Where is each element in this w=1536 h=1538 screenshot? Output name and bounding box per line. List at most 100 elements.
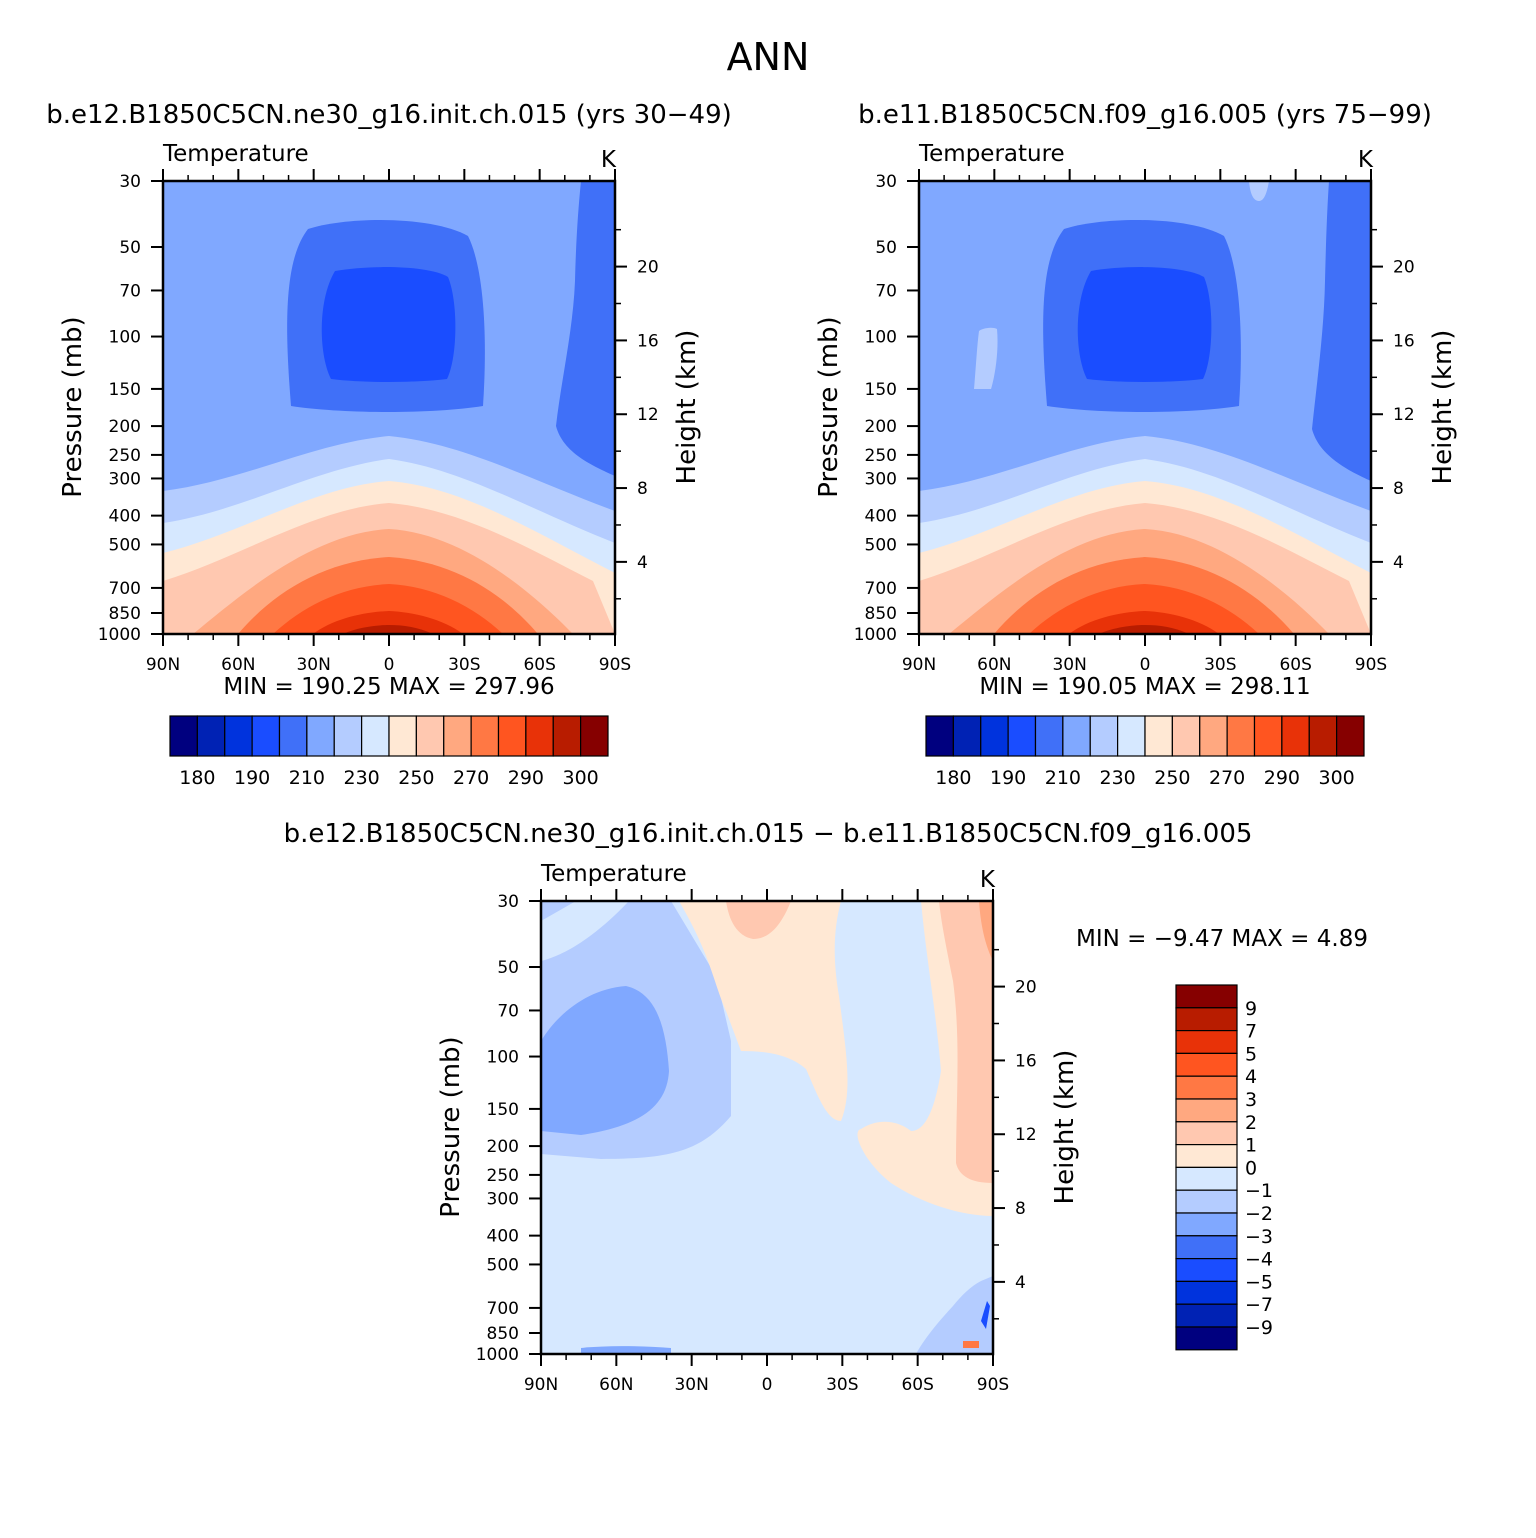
height-tick-label: 12 (1015, 1125, 1037, 1145)
panel-2-stats: MIN = 190.05 MAX = 298.11 (979, 674, 1310, 700)
pressure-tick-label: 500 (865, 535, 897, 555)
lat-tick-label: 30N (674, 1375, 708, 1395)
colorbar-swatch (278, 715, 308, 757)
colorbar-swatch (415, 715, 445, 757)
colorbar-swatch (443, 715, 472, 757)
pressure-tick-label: 150 (109, 380, 141, 400)
pressure-tick-label: 200 (487, 1137, 519, 1157)
colorbar-label: 3 (1245, 1089, 1257, 1111)
colorbar-label: 7 (1245, 1021, 1257, 1043)
panel-2-title: b.e11.B1850C5CN.f09_g16.005 (yrs 75−99) (858, 100, 1432, 130)
height-tick-label: 16 (1015, 1051, 1037, 1071)
pressure-tick-label: 850 (109, 604, 141, 624)
colorbar-swatch (361, 715, 390, 757)
pressure-tick-label: 50 (119, 238, 141, 258)
pressure-tick-label: 30 (875, 172, 897, 192)
lat-tick-label: 30N (1052, 655, 1086, 675)
colorbar-swatch (251, 715, 281, 757)
lat-tick-label: 60S (901, 1375, 933, 1395)
pressure-tick-label: 700 (487, 1299, 519, 1319)
lat-tick-label: 0 (1140, 655, 1151, 675)
panel-2-units-label: K (1358, 147, 1374, 173)
colorbar-swatch (1175, 1280, 1238, 1305)
panel-3-ylabel: Pressure (mb) (436, 1036, 466, 1217)
colorbar-label: 2 (1245, 1112, 1257, 1134)
lat-tick-label: 30S (826, 1375, 858, 1395)
contour-band (1069, 611, 1219, 634)
panel-3-title: b.e12.B1850C5CN.ne30_g16.init.ch.015 − b… (284, 819, 1253, 849)
contour-band (313, 611, 463, 634)
colorbar-swatch (552, 715, 582, 757)
pressure-tick-label: 300 (109, 469, 141, 489)
panel-1-variable-label: Temperature (162, 141, 309, 167)
colorbar-swatch (388, 715, 417, 757)
pressure-tick-label: 50 (875, 238, 897, 258)
panel-3: b.e12.B1850C5CN.ne30_g16.init.ch.015 − b… (284, 819, 1368, 1395)
contour-band (974, 327, 998, 389)
panel-1-title: b.e12.B1850C5CN.ne30_g16.init.ch.015 (yr… (46, 100, 732, 130)
contour-band (581, 1346, 671, 1354)
colorbar-label: 230 (1099, 767, 1135, 789)
panel-1-lat-ticks: 90N 60N 30N 0 30S 60S 90S (146, 169, 631, 675)
colorbar-swatch (1175, 1166, 1238, 1191)
contour-band (541, 986, 669, 1135)
colorbar-label: −1 (1245, 1180, 1273, 1202)
colorbar-label: −4 (1245, 1249, 1273, 1271)
colorbar-swatch (1171, 715, 1201, 757)
panel-3-height-ticks: 20 16 12 8 4 (993, 948, 1037, 1320)
colorbar-swatch (952, 715, 982, 757)
lat-tick-label: 0 (762, 1375, 773, 1395)
panel-3-stats: MIN = −9.47 MAX = 4.89 (1076, 926, 1368, 952)
colorbar-swatch (580, 715, 609, 757)
panel-1: b.e12.B1850C5CN.ne30_g16.init.ch.015 (yr… (46, 100, 732, 789)
colorbar-swatch (470, 715, 500, 757)
contour-band (556, 181, 615, 476)
panel-1-colorbar: 180 190 210 230 250 270 290 300 (169, 715, 609, 789)
pressure-tick-label: 700 (865, 579, 897, 599)
colorbar-swatch (169, 715, 198, 757)
panel-1-units-label: K (601, 147, 617, 173)
panel-1-y2label: Height (km) (672, 330, 702, 485)
colorbar-swatch (980, 715, 1009, 757)
colorbar-swatch (1175, 1235, 1238, 1260)
colorbar-swatch (1175, 1303, 1238, 1328)
height-tick-label: 12 (1393, 405, 1415, 425)
panel-3-y2label: Height (km) (1050, 1050, 1080, 1205)
colorbar-swatch (1175, 1098, 1238, 1123)
colorbar-swatch (1175, 984, 1238, 1009)
colorbar-swatch (1281, 715, 1310, 757)
contour-band (963, 1341, 979, 1348)
pressure-tick-label: 1000 (854, 625, 897, 645)
height-tick-label: 20 (1393, 258, 1415, 278)
colorbar-label: 9 (1245, 998, 1257, 1020)
colorbar-label: −5 (1245, 1271, 1273, 1293)
lat-tick-label: 90N (524, 1375, 558, 1395)
lat-tick-label: 30N (296, 655, 330, 675)
panel-3-variable-label: Temperature (540, 861, 687, 887)
contour-band (1029, 584, 1259, 634)
colorbar-label: 300 (1318, 767, 1354, 789)
pressure-tick-label: 70 (497, 1001, 519, 1021)
pressure-tick-label: 50 (497, 958, 519, 978)
colorbar-swatch (333, 715, 363, 757)
pressure-tick-label: 30 (119, 172, 141, 192)
contour-band (726, 901, 791, 939)
colorbar-label: 5 (1245, 1043, 1257, 1065)
lat-tick-label: 0 (384, 655, 395, 675)
colorbar-swatch (1175, 1075, 1238, 1100)
colorbar-swatch (1117, 715, 1146, 757)
contour-band (343, 625, 433, 634)
colorbar-swatch (925, 715, 954, 757)
contour-band (273, 584, 503, 634)
colorbar-label: 190 (234, 767, 270, 789)
colorbar-label: 300 (562, 767, 598, 789)
height-tick-label: 20 (637, 258, 659, 278)
pressure-tick-label: 150 (865, 380, 897, 400)
